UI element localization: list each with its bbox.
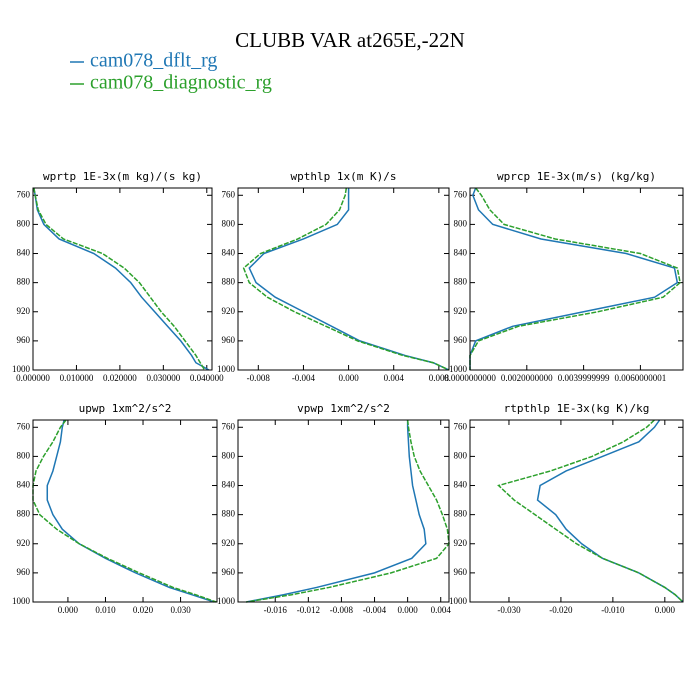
y-tick-label: 760 <box>222 189 236 199</box>
panel-title: rtpthlp 1E-3x(kg K)/kg <box>504 402 650 415</box>
plot-frame <box>469 419 684 603</box>
profile-line <box>32 419 217 603</box>
y-tick-label: 760 <box>17 421 31 431</box>
y-tick-label: 880 <box>222 509 236 519</box>
y-tick-label: 920 <box>17 538 31 548</box>
panel-title: wprcp 1E-3x(m/s) (kg/kg) <box>497 170 656 183</box>
profile-line <box>242 187 450 371</box>
x-tick-label: 0.0020000000 <box>501 373 553 383</box>
x-tick-label: 0.000000 <box>16 373 50 383</box>
x-tick-label: 0.004 <box>384 373 405 383</box>
plot-frame <box>237 187 450 371</box>
profile-line <box>536 419 684 603</box>
y-tick-label: 1000 <box>12 364 31 374</box>
profile-line <box>469 187 681 370</box>
y-tick-label: 800 <box>222 218 236 228</box>
x-tick-label: -0.016 <box>264 605 288 615</box>
x-tick-label: 0.010000 <box>60 373 94 383</box>
y-tick-label: 840 <box>222 248 236 258</box>
y-tick-label: 920 <box>222 306 236 316</box>
figure-title: CLUBB VAR at265E,-22N <box>235 28 465 52</box>
legend-label: cam078_diagnostic_rg <box>90 72 272 94</box>
y-tick-label: 840 <box>17 480 31 490</box>
profile-line <box>469 187 679 370</box>
x-tick-label: 0.004 <box>431 605 452 615</box>
y-tick-label: 920 <box>454 538 468 548</box>
x-tick-label: -0.012 <box>297 605 320 615</box>
y-tick-label: 960 <box>222 335 236 345</box>
y-tick-label: 1000 <box>12 596 31 606</box>
profile-line <box>33 187 210 371</box>
y-tick-label: 960 <box>454 335 468 345</box>
y-tick-label: 960 <box>17 567 31 577</box>
y-tick-label: 960 <box>222 567 236 577</box>
y-tick-label: 800 <box>17 450 31 460</box>
x-tick-label: -0.004 <box>363 605 387 615</box>
x-tick-label: -0.008 <box>330 605 354 615</box>
y-tick-label: 760 <box>17 189 31 199</box>
x-tick-label: -0.030 <box>497 605 521 615</box>
plot-frame <box>32 419 218 603</box>
panel-title: upwp 1xm^2/s^2 <box>79 402 172 415</box>
x-tick-label: 0.020000 <box>103 373 137 383</box>
panel-title: vpwp 1xm^2/s^2 <box>297 402 390 415</box>
x-tick-label: 0.030 <box>170 605 191 615</box>
x-tick-label: -0.010 <box>601 605 625 615</box>
y-tick-label: 880 <box>454 509 468 519</box>
profile-line <box>497 419 684 603</box>
y-tick-label: 880 <box>454 277 468 287</box>
y-tick-label: 760 <box>222 421 236 431</box>
y-tick-label: 1000 <box>449 364 468 374</box>
y-tick-label: 840 <box>17 248 31 258</box>
y-tick-label: 760 <box>454 189 468 199</box>
x-tick-label: 0.000 <box>655 605 676 615</box>
profile-line <box>246 420 427 603</box>
panel-title: wpthlp 1x(m K)/s <box>291 170 397 183</box>
profile-line <box>246 419 450 603</box>
y-tick-label: 880 <box>222 277 236 287</box>
x-tick-label: 0.0060000001 <box>615 373 667 383</box>
plot-frame <box>32 187 213 371</box>
y-tick-label: 960 <box>454 567 468 577</box>
y-tick-label: 1000 <box>217 596 236 606</box>
x-tick-label: 0.000 <box>338 373 359 383</box>
profile-line <box>33 187 206 371</box>
y-tick-label: 880 <box>17 277 31 287</box>
x-tick-label: -0.020 <box>549 605 573 615</box>
profile-line <box>248 188 450 371</box>
y-tick-label: 1000 <box>449 596 468 606</box>
y-tick-label: 920 <box>454 306 468 316</box>
y-tick-label: 920 <box>17 306 31 316</box>
y-tick-label: 920 <box>222 538 236 548</box>
x-tick-label: 0.020 <box>133 605 154 615</box>
plot-frame <box>469 187 684 371</box>
profile-line <box>46 419 215 603</box>
plot-frame <box>237 419 450 603</box>
x-tick-label: -0.008 <box>247 373 271 383</box>
y-tick-label: 840 <box>454 480 468 490</box>
y-tick-label: 960 <box>17 335 31 345</box>
x-tick-label: 0.040000 <box>190 373 224 383</box>
x-tick-label: -0.004 <box>292 373 316 383</box>
y-tick-label: 840 <box>454 248 468 258</box>
y-tick-label: 800 <box>454 218 468 228</box>
y-tick-label: 800 <box>222 450 236 460</box>
y-tick-label: 800 <box>454 450 468 460</box>
x-tick-label: 0.010 <box>95 605 116 615</box>
y-tick-label: 840 <box>222 480 236 490</box>
x-tick-label: 0.000 <box>398 605 419 615</box>
x-tick-label: 0.030000 <box>146 373 180 383</box>
y-tick-label: 1000 <box>217 364 236 374</box>
x-tick-label: 0.0039999999 <box>558 373 610 383</box>
x-tick-label: 0.0000000000 <box>444 373 496 383</box>
legend-label: cam078_dflt_rg <box>90 50 217 72</box>
x-tick-label: 0.008 <box>429 373 450 383</box>
y-tick-label: 800 <box>17 218 31 228</box>
panel-title: wprtp 1E-3x(m kg)/(s kg) <box>43 170 202 183</box>
y-tick-label: 880 <box>17 509 31 519</box>
y-tick-label: 760 <box>454 421 468 431</box>
x-tick-label: 0.000 <box>58 605 79 615</box>
